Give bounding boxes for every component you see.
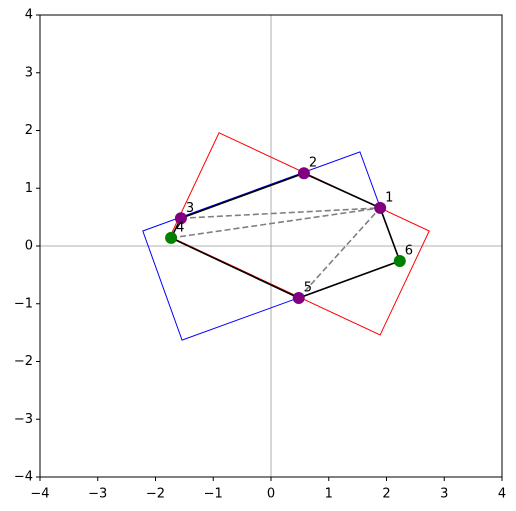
point-label: 6 xyxy=(405,244,413,259)
x-tick-label: −4 xyxy=(30,487,49,502)
x-tick-label: −3 xyxy=(88,487,107,502)
point xyxy=(165,231,178,244)
x-tick-label: 3 xyxy=(440,487,448,502)
point xyxy=(393,255,406,268)
y-tick-label: 0 xyxy=(25,239,33,254)
dashed-line xyxy=(170,207,381,239)
point xyxy=(174,212,187,225)
y-tick-label: −1 xyxy=(14,296,33,311)
point-label: 2 xyxy=(309,156,317,171)
y-tick-label: 3 xyxy=(25,65,33,80)
x-tick-label: 2 xyxy=(382,487,390,502)
x-tick-label: 0 xyxy=(267,487,275,502)
point xyxy=(374,201,387,214)
y-tick-label: 1 xyxy=(25,181,33,196)
x-tick-label: 4 xyxy=(498,487,506,502)
dashed-line xyxy=(298,207,381,299)
y-tick-label: 2 xyxy=(25,123,33,138)
y-tick-label: −2 xyxy=(14,354,33,369)
x-tick-label: −1 xyxy=(204,487,223,502)
point-label: 3 xyxy=(186,201,194,216)
point xyxy=(292,291,305,304)
point-label: 1 xyxy=(385,190,393,205)
y-tick-label: −3 xyxy=(14,412,33,427)
x-tick-label: 1 xyxy=(325,487,333,502)
polygon xyxy=(170,172,401,299)
x-tick-label: −2 xyxy=(146,487,165,502)
point-label: 4 xyxy=(176,220,184,235)
y-tick-label: 4 xyxy=(25,8,33,23)
point xyxy=(297,167,310,180)
dashed-line xyxy=(180,207,381,220)
y-tick-label: −4 xyxy=(14,470,33,485)
point-label: 5 xyxy=(304,280,312,295)
